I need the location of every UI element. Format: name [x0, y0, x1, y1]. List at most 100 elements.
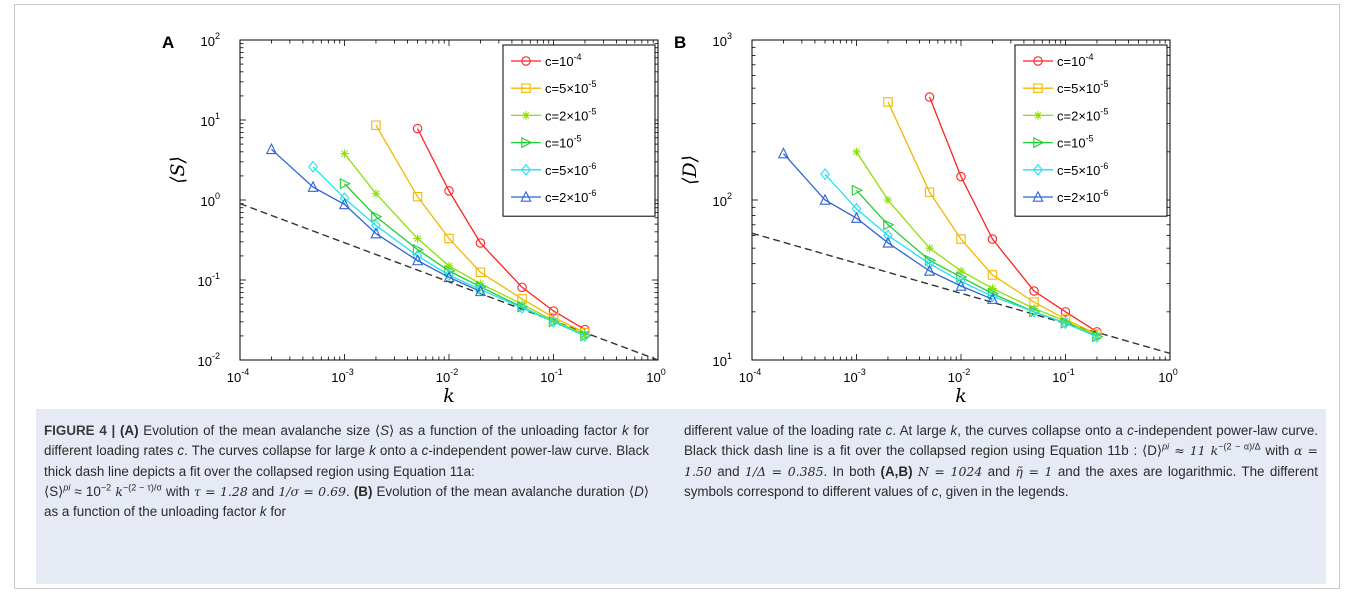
data-point-marker — [371, 120, 381, 130]
data-point-marker — [924, 187, 935, 197]
legend-item: c=10-4 — [1023, 52, 1094, 69]
data-point-marker — [371, 189, 381, 198]
data-point-marker — [1060, 317, 1071, 330]
legend-marker — [1033, 163, 1043, 176]
data-point-marker — [987, 290, 998, 303]
data-point-marker — [924, 92, 935, 102]
data-point-marker — [580, 329, 590, 342]
data-point-marker — [475, 283, 486, 296]
data-point-marker — [444, 233, 454, 244]
equation-11b: ⟨D⟩pi ≈ 11 k−(2 − α)/Δ — [1142, 441, 1261, 459]
data-point-marker — [777, 147, 790, 159]
legend-label: c=5×10-6 — [1057, 161, 1108, 178]
figure-caption: FIGURE 4 | (A) Evolution of the mean ava… — [36, 409, 1326, 584]
data-point-marker — [412, 123, 423, 134]
data-point-marker — [413, 234, 422, 243]
x-tick-label: 10-2 — [948, 367, 970, 385]
legend-label: c=5×10-5 — [545, 79, 596, 96]
data-point-marker — [1029, 286, 1039, 296]
data-point-marker — [987, 270, 998, 280]
data-point-marker — [883, 97, 893, 107]
data-point-marker — [1092, 330, 1102, 343]
legend-label: c=5×10-6 — [545, 161, 596, 178]
series-line — [855, 151, 1098, 337]
caption-right-column: different value of the loading rate c. A… — [684, 423, 1319, 499]
legend-item: c=10-5 — [1023, 134, 1094, 151]
data-point-marker — [474, 284, 487, 297]
y-tick-label: 102 — [713, 191, 732, 209]
series — [265, 142, 487, 297]
data-point-marker — [412, 191, 423, 202]
legend-marker — [1033, 137, 1045, 149]
legend-label: c=5×10-5 — [1057, 79, 1108, 96]
legend-label: c=2×10-5 — [545, 106, 596, 123]
y-tick-label: 102 — [201, 31, 220, 49]
legend-marker — [521, 56, 531, 66]
data-point-marker — [883, 195, 893, 205]
data-point-marker — [820, 168, 830, 181]
data-point-marker — [1029, 305, 1039, 318]
data-point-marker — [850, 211, 863, 223]
legend-item: c=2×10-6 — [511, 188, 596, 205]
legend: c=10-4 c=5×10-5 c=2×10-5 c=10-5 c=5×10-6 c=2×… — [1014, 44, 1168, 217]
legend-item: c=5×10-6 — [511, 161, 596, 178]
data-point-marker — [307, 180, 319, 192]
y-tick-label: 100 — [201, 191, 220, 209]
x-tick-label: 10-1 — [540, 367, 562, 385]
legend-label: c=10-5 — [545, 134, 582, 151]
legend-label: c=2×10-6 — [545, 188, 596, 205]
x-tick-label: 100 — [646, 367, 665, 385]
panel-letter: B — [674, 33, 686, 52]
x-tick-label: 100 — [1158, 367, 1177, 385]
legend-marker — [1033, 111, 1043, 120]
legend-item: c=5×10-5 — [1023, 79, 1108, 96]
data-point-marker — [340, 149, 349, 158]
data-point-marker — [548, 315, 559, 328]
x-tick-label: 10-4 — [227, 367, 249, 385]
y-tick-label: 10-1 — [198, 271, 220, 289]
data-point-marker — [371, 219, 381, 232]
legend-item: c=5×10-6 — [1023, 161, 1108, 178]
panel-a-chart: 10-4 10-3 10-2 10-1 100 10-2 10-1 100 101 102 k ⟨S⟩… — [162, 31, 666, 407]
panel-letter: A — [162, 33, 174, 52]
data-point-marker — [986, 292, 999, 304]
data-point-marker — [925, 243, 934, 253]
figure-label: FIGURE 4 | — [44, 423, 120, 438]
data-point-marker — [852, 147, 861, 157]
legend-label: c=2×10-6 — [1057, 188, 1108, 205]
data-point-marker — [851, 184, 863, 196]
legend-marker — [521, 163, 531, 176]
x-tick-label: 10-2 — [436, 367, 458, 385]
data-point-marker — [517, 301, 527, 314]
x-tick-label: 10-3 — [331, 367, 353, 385]
y-axis-label: ⟨D⟩ — [679, 155, 701, 185]
data-point-marker — [924, 257, 935, 270]
data-point-marker — [444, 186, 454, 196]
x-axis-label: k — [955, 385, 967, 407]
legend-label: c=2×10-5 — [1057, 106, 1108, 123]
legend-marker — [520, 190, 532, 202]
legend-item: c=10-4 — [511, 52, 582, 69]
data-point-marker — [819, 193, 831, 205]
data-point-marker — [443, 270, 455, 283]
series-line — [271, 148, 481, 293]
data-point-marker — [475, 267, 486, 277]
series-line — [416, 128, 586, 331]
legend-item: c=2×10-6 — [1023, 188, 1108, 205]
data-point-marker — [956, 171, 966, 182]
legend: c=10-4 c=5×10-5 c=2×10-5 c=10-5 c=5×10-6 c=2×… — [502, 44, 656, 217]
series — [308, 160, 590, 342]
legend-label: c=10-4 — [1057, 52, 1094, 69]
data-point-marker — [548, 306, 559, 316]
x-tick-label: 10-3 — [843, 367, 865, 385]
legend-label: c=10-4 — [545, 52, 582, 69]
fit-dash-line — [752, 232, 1170, 355]
x-tick-label: 10-4 — [739, 367, 761, 385]
data-point-marker — [475, 238, 486, 248]
legend-item: c=2×10-5 — [1023, 106, 1108, 123]
data-point-marker — [1060, 307, 1071, 317]
legend-marker — [1032, 190, 1044, 202]
series-line — [928, 96, 1098, 333]
data-point-marker — [371, 211, 383, 223]
data-point-marker — [882, 236, 894, 248]
